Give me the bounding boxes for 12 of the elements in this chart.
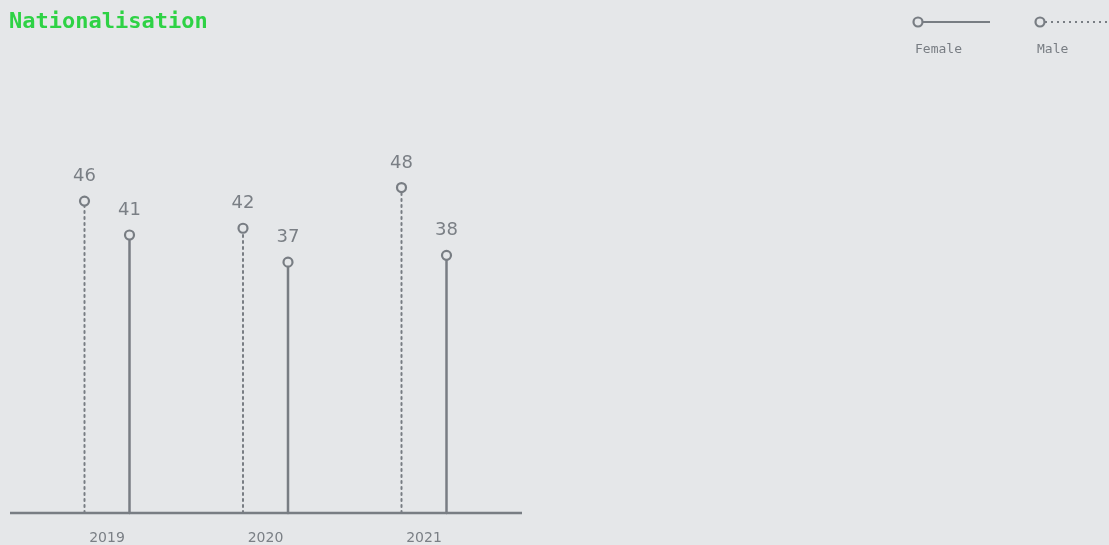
data-label: 48	[390, 150, 413, 172]
chart-title: Nationalisation	[9, 8, 208, 33]
data-label: 42	[231, 191, 255, 213]
legend-label: Male	[1037, 41, 1069, 56]
data-label: 38	[435, 218, 458, 240]
x-tick-label: 2020	[247, 529, 284, 545]
data-label: 37	[276, 225, 300, 247]
data-label: 41	[118, 198, 141, 220]
x-tick-label: 2021	[406, 529, 442, 545]
legend-label: Female	[915, 41, 963, 56]
x-tick-label: 2019	[89, 529, 125, 545]
data-label: 46	[73, 164, 96, 186]
